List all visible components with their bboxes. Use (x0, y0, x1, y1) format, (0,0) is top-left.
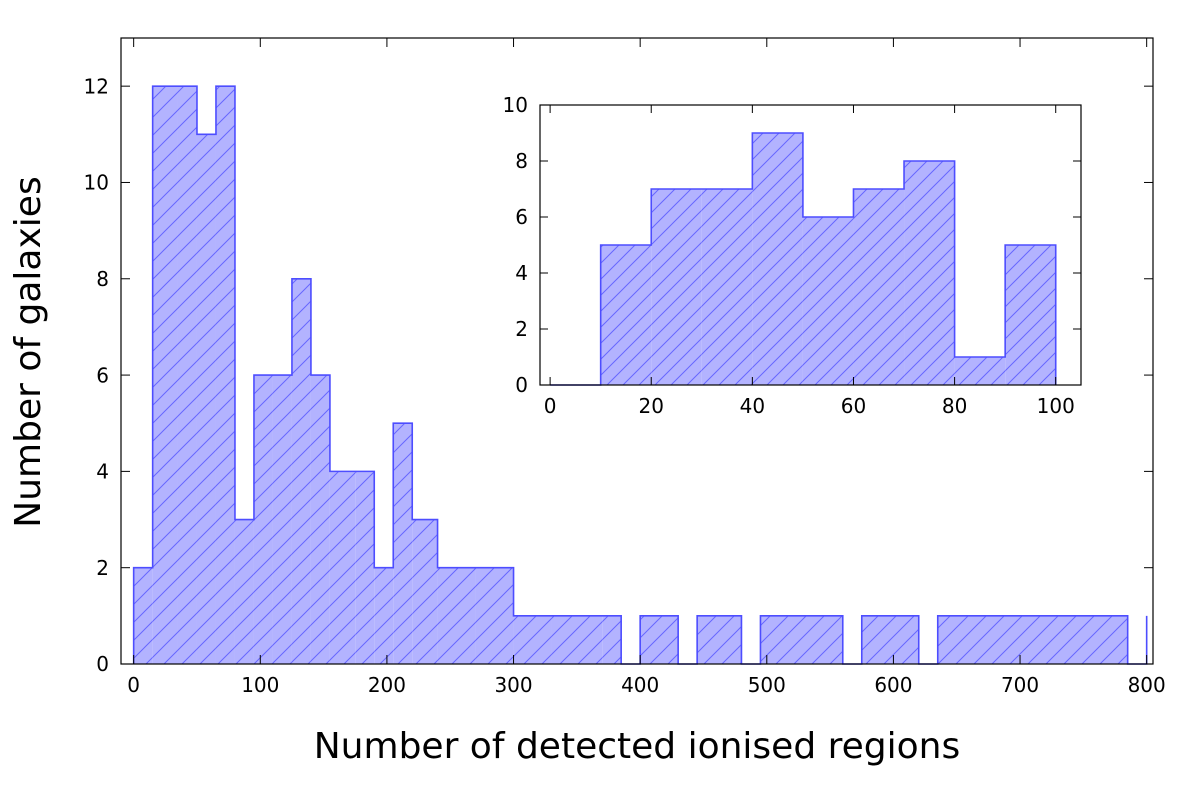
inset-x-tick-label: 60 (841, 394, 866, 418)
inset-x-tick-label: 20 (639, 394, 664, 418)
main-frame (120, 37, 1154, 665)
main-x-tick-label: 700 (1001, 673, 1039, 697)
inset-y-tick-label: 8 (515, 149, 528, 173)
inset-outline (550, 132, 1057, 386)
main-bar-hatch (513, 615, 552, 664)
main-x-tick-label: 400 (621, 673, 659, 697)
main-x-tick-label: 800 (1128, 673, 1166, 697)
main-bar-hatch (393, 423, 413, 664)
main-bar-hatch (861, 615, 919, 664)
x-axis-title: Number of detected ionised regions (314, 726, 960, 767)
main-bar-hatch (374, 567, 394, 664)
inset-bar-hatch (954, 357, 1006, 385)
inset-frame (539, 104, 1082, 386)
main-y-tick-label: 10 (84, 171, 109, 195)
inset-bar-hatch (904, 161, 955, 385)
main-x-tick-label: 0 (127, 673, 140, 697)
y-axis-title: Number of galaxies (8, 176, 49, 527)
inset-bar-hatch (802, 217, 854, 385)
main-bar-hatch (215, 86, 235, 664)
main-bar-hatch (551, 615, 603, 664)
main-x-tick-label: 100 (241, 673, 279, 697)
main-x-tick-label: 500 (748, 673, 786, 697)
main-bar-hatch (196, 134, 216, 665)
main-y-tick-label: 2 (96, 556, 109, 580)
main-y-tick-label: 6 (96, 363, 109, 387)
main-bar-hatch (355, 471, 375, 664)
inset-bar-hatch (1005, 245, 1056, 385)
inset-y-tick-label: 4 (515, 261, 528, 285)
main-bar-hatch (937, 615, 1128, 664)
inset-bar-hatch (853, 189, 905, 385)
main-bar-hatch (640, 615, 679, 664)
main-bar-hatch (760, 615, 843, 664)
main-bar-hatch (272, 375, 292, 664)
inset-x-tick-label: 100 (1037, 394, 1075, 418)
main-x-tick-label: 600 (874, 673, 912, 697)
main-bar-hatch (697, 615, 742, 664)
main-x-tick-label: 200 (368, 673, 406, 697)
main-bar-hatch (475, 567, 514, 664)
main-bar-hatch (602, 615, 622, 664)
main-bar-hatch (310, 375, 330, 664)
main-bar-hatch (152, 86, 178, 664)
inset-y-tick-label: 0 (515, 373, 528, 397)
inset-x-tick-label: 0 (544, 394, 557, 418)
main-bar-hatch (291, 278, 311, 664)
inset-bar-hatch (701, 189, 753, 385)
inset-histogram: 0 20 40 60 80 100 0 2 4 6 8 10 (503, 93, 1082, 418)
main-bar-hatch (234, 519, 254, 664)
inset-y-tick-label: 6 (515, 205, 528, 229)
main-bar-hatch (437, 567, 476, 664)
main-y-tick-label: 0 (96, 652, 109, 676)
inset-bar-hatch (600, 245, 652, 385)
inset-bar-hatch (752, 133, 803, 385)
main-bar-hatch (253, 375, 273, 664)
main-bar-hatch (133, 567, 153, 664)
main-y-tick-label: 8 (96, 267, 109, 291)
main-y-tick-label: 12 (84, 74, 109, 98)
main-x-tick-label: 300 (494, 673, 532, 697)
main-bar-hatch (177, 86, 197, 664)
main-y-tick-label: 4 (96, 460, 109, 484)
inset-x-tick-label: 40 (740, 394, 765, 418)
main-bar-hatch (329, 471, 356, 664)
inset-y-tick-label: 2 (515, 317, 528, 341)
inset-bar-hatch (651, 189, 702, 385)
inset-x-tick-label: 80 (942, 394, 967, 418)
main-bar-hatch (412, 519, 438, 664)
inset-y-tick-label: 10 (503, 93, 528, 117)
